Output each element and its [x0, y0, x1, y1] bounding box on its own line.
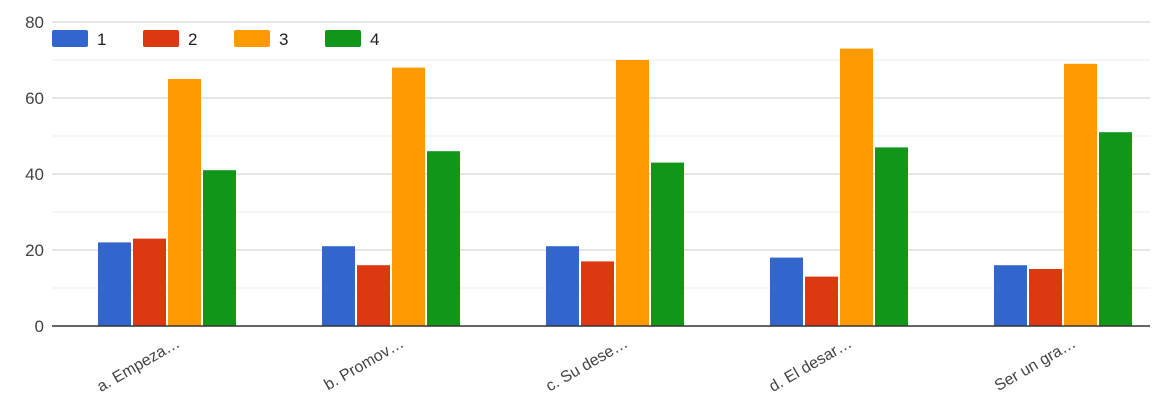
bar-series-4-cat-4 — [875, 147, 908, 326]
y-tick-label: 60 — [25, 89, 44, 108]
bar-series-4-cat-1 — [203, 170, 236, 326]
x-category-label: c. Su dese… — [543, 335, 631, 396]
y-tick-label: 20 — [25, 241, 44, 260]
x-category-label: Ser un gra… — [992, 335, 1079, 395]
legend-item-2: 2 — [143, 30, 197, 49]
bar-series-4-cat-3 — [651, 162, 684, 326]
bars — [98, 48, 1132, 327]
bar-series-1-cat-2 — [322, 246, 355, 326]
y-tick-label: 80 — [25, 13, 44, 32]
bar-series-3-cat-5 — [1064, 63, 1097, 327]
legend-swatch — [143, 30, 179, 47]
bar-series-1-cat-5 — [994, 265, 1027, 326]
x-category-label: b. Promov… — [321, 335, 407, 394]
x-category-label: d. El desar… — [766, 335, 855, 396]
legend: 1 2 3 4 — [52, 30, 379, 49]
bar-series-2-cat-1 — [133, 238, 166, 326]
legend-label: 1 — [97, 30, 106, 49]
legend-label: 2 — [188, 30, 197, 49]
bar-series-3-cat-1 — [168, 79, 201, 326]
bar-series-2-cat-3 — [581, 261, 614, 326]
legend-label: 4 — [370, 30, 379, 49]
legend-item-1: 1 — [52, 30, 106, 49]
bar-series-1-cat-3 — [546, 246, 579, 326]
x-category-label: a. Empeza… — [94, 335, 183, 396]
legend-item-4: 4 — [325, 30, 379, 49]
legend-swatch — [234, 30, 270, 47]
bar-series-4-cat-2 — [427, 151, 460, 326]
bar-series-2-cat-5 — [1029, 269, 1062, 326]
bar-series-1-cat-4 — [770, 257, 803, 326]
bar-series-2-cat-4 — [805, 276, 838, 326]
legend-swatch — [325, 30, 361, 47]
y-axis-ticks: 0 20 40 60 80 — [25, 13, 44, 336]
bar-series-3-cat-3 — [616, 60, 649, 326]
x-axis-category-labels: a. Empeza… b. Promov… c. Su dese… d. El des… — [94, 335, 1079, 396]
bar-series-1-cat-1 — [98, 242, 131, 326]
bar-series-3-cat-2 — [392, 67, 425, 326]
y-tick-label: 0 — [35, 317, 44, 336]
bar-series-4-cat-5 — [1099, 132, 1132, 326]
bar-series-2-cat-2 — [357, 265, 390, 326]
y-tick-label: 40 — [25, 165, 44, 184]
legend-swatch — [52, 30, 88, 47]
legend-item-3: 3 — [234, 30, 288, 49]
legend-label: 3 — [279, 30, 288, 49]
bar-series-3-cat-4 — [840, 48, 873, 326]
